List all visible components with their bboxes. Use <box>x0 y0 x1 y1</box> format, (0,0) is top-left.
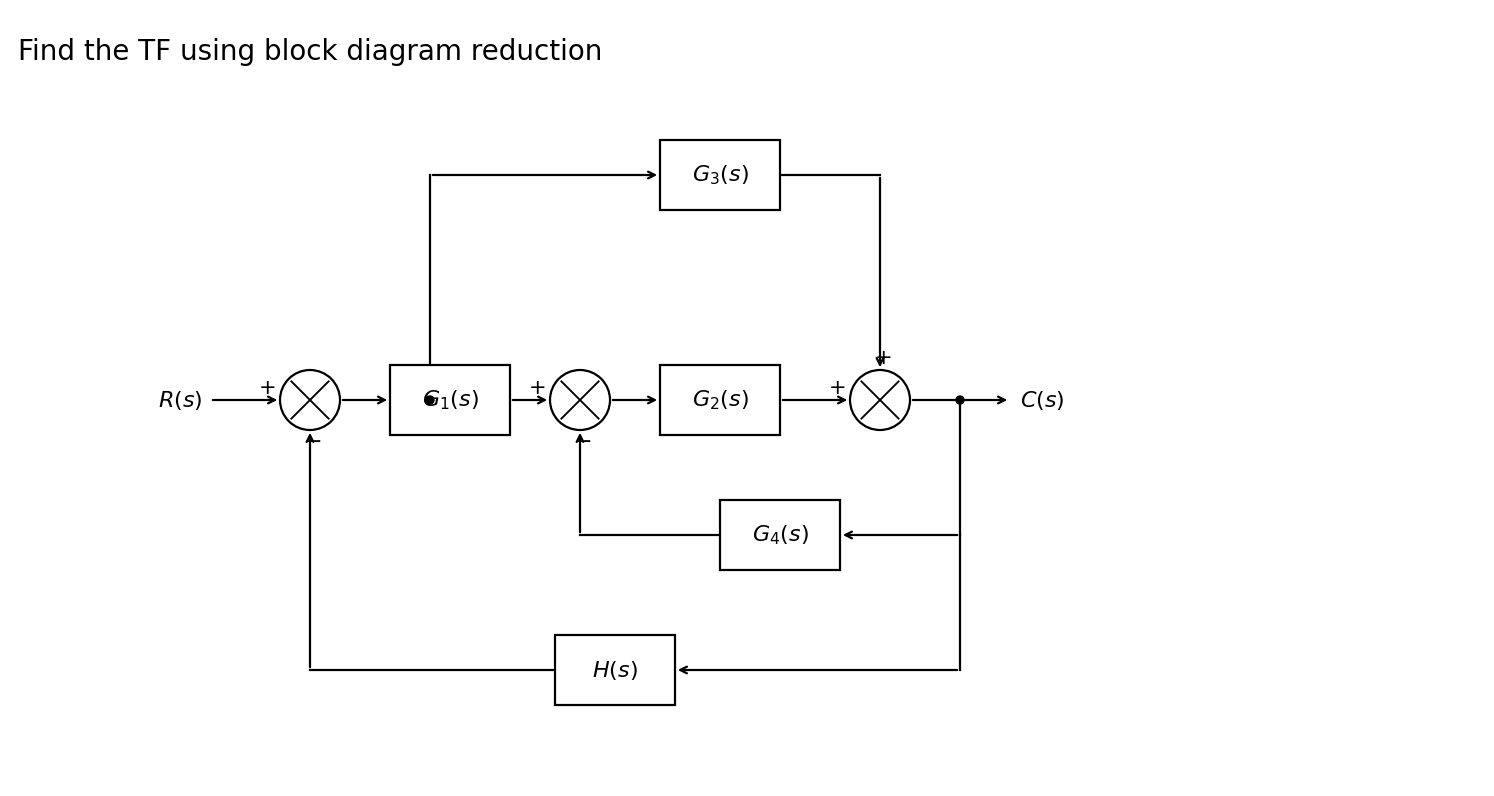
Text: +: + <box>258 378 276 398</box>
Text: $G_3(s)$: $G_3(s)$ <box>692 163 748 187</box>
Bar <box>660 365 780 435</box>
Circle shape <box>956 396 964 404</box>
Text: $G_1(s)$: $G_1(s)$ <box>421 388 478 412</box>
Circle shape <box>550 370 610 430</box>
Bar <box>554 635 675 705</box>
Text: +: + <box>875 348 893 368</box>
Circle shape <box>426 396 433 404</box>
Text: −: − <box>575 432 593 452</box>
Text: Find the TF using block diagram reduction: Find the TF using block diagram reductio… <box>18 38 602 66</box>
Text: $C(s)$: $C(s)$ <box>1020 388 1065 412</box>
Text: $R(s)$: $R(s)$ <box>157 388 202 412</box>
Text: −: − <box>305 432 323 452</box>
Text: +: + <box>829 378 847 398</box>
Text: $G_2(s)$: $G_2(s)$ <box>692 388 748 412</box>
Bar <box>660 140 780 210</box>
Circle shape <box>279 370 341 430</box>
Bar <box>720 500 840 570</box>
Text: $H(s)$: $H(s)$ <box>592 658 638 681</box>
Circle shape <box>850 370 910 430</box>
Text: +: + <box>529 378 547 398</box>
Text: $G_4(s)$: $G_4(s)$ <box>751 523 808 547</box>
Bar <box>390 365 509 435</box>
